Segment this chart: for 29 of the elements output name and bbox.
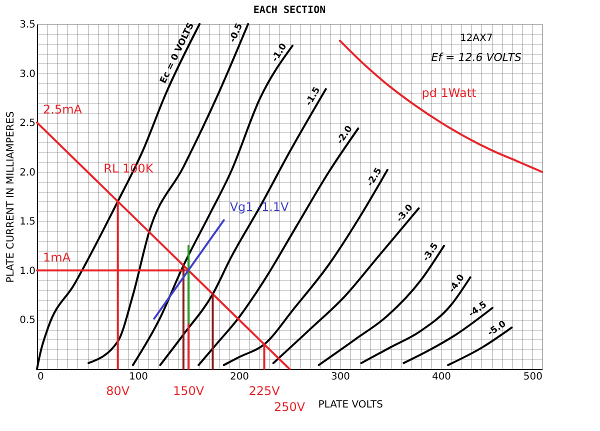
annotation: Ef = 12.6 VOLTS: [431, 51, 522, 64]
annotation: 12AX7: [460, 33, 493, 44]
x-tick-label: 300: [330, 372, 350, 382]
x-axis-title: PLATE VOLTS: [318, 400, 383, 410]
y-tick-label: 2.0: [20, 167, 36, 178]
y-tick-label: 3.0: [20, 68, 36, 80]
y-tick-label: 0.5: [20, 315, 36, 326]
y-tick-label: 3.5: [20, 20, 36, 30]
x-tick-label: 100: [128, 372, 148, 382]
text: -4.5: [467, 300, 489, 320]
annotation: 1mA: [43, 250, 72, 264]
x-tick-label: 500: [523, 372, 542, 382]
text: -0.5: [228, 22, 246, 44]
annotation: 2.5mA: [43, 102, 83, 117]
text: -1.5: [304, 86, 323, 108]
y-axis-title: PLATE CURRENT IN MILLIAMPERES: [6, 111, 17, 283]
x-tick-label: 200: [230, 372, 250, 382]
annotation: 80V: [106, 384, 130, 398]
chart-title: EACH SECTION: [253, 5, 326, 16]
x-tick-label: 0: [38, 372, 44, 382]
y-tick-label: 1.5: [20, 216, 36, 228]
y-tick-label: 2.5: [20, 118, 36, 130]
annotation: 225V: [248, 384, 281, 398]
x-tick-label: 400: [432, 372, 452, 382]
annotation: 250V: [274, 400, 306, 414]
annotation: pd 1Watt: [422, 86, 477, 100]
y-tick-label: 1.0: [20, 266, 36, 277]
text: -5.0: [486, 319, 508, 339]
annotation: 150V: [172, 384, 205, 398]
